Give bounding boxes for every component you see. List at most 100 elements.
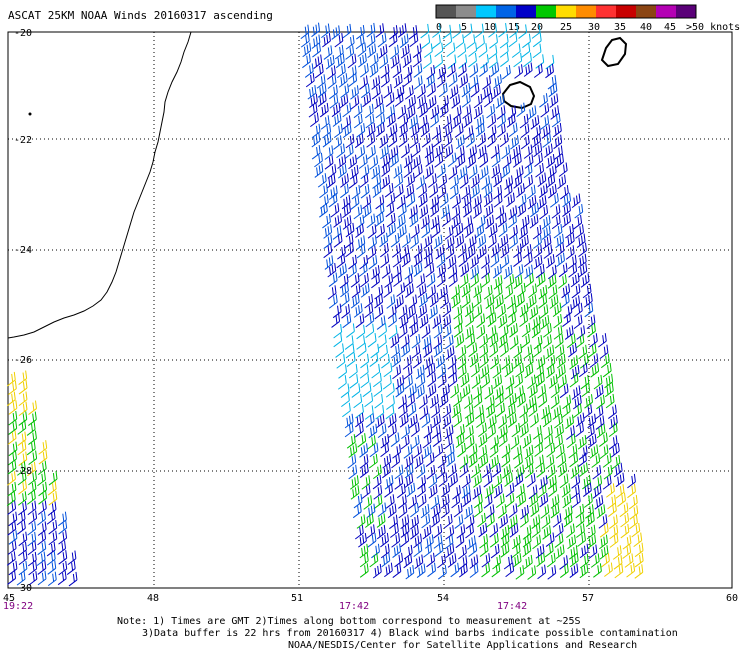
wind-barb bbox=[522, 33, 531, 49]
wind-barb bbox=[452, 114, 462, 129]
wind-barb bbox=[578, 362, 588, 378]
wind-barb bbox=[533, 142, 543, 158]
wind-barb bbox=[451, 284, 460, 300]
wind-barb bbox=[475, 404, 484, 420]
wind-barb bbox=[529, 305, 539, 320]
wind-barb bbox=[501, 443, 511, 459]
footnotes: Note: 1) Times are GMT 2)Times along bot… bbox=[117, 616, 678, 650]
wind-barb bbox=[504, 362, 514, 378]
wind-barb bbox=[515, 292, 525, 308]
wind-barb bbox=[380, 64, 390, 79]
wind-barb bbox=[440, 294, 449, 309]
wind-barb bbox=[384, 182, 394, 198]
wind-barb bbox=[488, 45, 498, 60]
wind-barb bbox=[401, 252, 411, 268]
wind-barb bbox=[425, 73, 435, 88]
wind-barb bbox=[363, 495, 373, 510]
wind-barb bbox=[27, 540, 37, 556]
wind-barb bbox=[573, 302, 583, 318]
wind-barb bbox=[555, 233, 565, 249]
wind-barb bbox=[548, 82, 558, 98]
wind-barb bbox=[464, 504, 473, 520]
wind-barb bbox=[466, 333, 476, 349]
wind-barb bbox=[430, 202, 440, 218]
wind-barb bbox=[556, 364, 566, 379]
wind-barb bbox=[487, 234, 497, 249]
wind-barb bbox=[328, 294, 338, 309]
wind-barb bbox=[552, 405, 562, 420]
wind-barb bbox=[468, 443, 478, 459]
lat-label: -22 bbox=[14, 135, 32, 146]
wind-barb bbox=[48, 519, 58, 535]
wind-barb bbox=[423, 423, 433, 439]
wind-barb bbox=[405, 183, 415, 199]
wind-barb bbox=[498, 432, 508, 448]
wind-barb bbox=[399, 313, 409, 329]
wind-barb bbox=[559, 473, 569, 489]
wind-barb bbox=[587, 433, 597, 449]
wind-barb bbox=[359, 443, 369, 458]
wind-barb bbox=[410, 514, 419, 530]
wind-barb bbox=[529, 413, 539, 428]
wind-barb bbox=[536, 463, 546, 478]
wind-barb bbox=[608, 404, 617, 419]
wind-barb bbox=[543, 244, 553, 259]
wind-barb bbox=[539, 492, 549, 508]
wind-barb bbox=[629, 514, 638, 530]
wind-barb bbox=[401, 424, 410, 439]
wind-barb bbox=[18, 391, 28, 407]
wind-barb bbox=[439, 103, 449, 118]
wind-barb bbox=[38, 449, 48, 465]
wind-barb bbox=[522, 532, 532, 548]
wind-barb bbox=[416, 373, 426, 389]
wind-barb bbox=[359, 552, 369, 568]
wind-barb bbox=[18, 401, 28, 417]
wind-barb bbox=[403, 273, 413, 288]
wind-barb bbox=[434, 542, 444, 557]
wind-barb bbox=[485, 294, 495, 309]
wind-barb bbox=[510, 435, 520, 450]
wind-barb bbox=[359, 463, 369, 478]
legend-swatch bbox=[476, 5, 497, 18]
wind-barb bbox=[358, 262, 368, 277]
wind-barb bbox=[406, 393, 415, 408]
wind-barb bbox=[485, 513, 495, 528]
wind-barb bbox=[48, 530, 58, 546]
wind-barb bbox=[432, 124, 441, 140]
wind-barb bbox=[457, 243, 467, 258]
wind-barb bbox=[523, 52, 532, 68]
wind-barb bbox=[540, 115, 550, 130]
wind-barb bbox=[368, 423, 378, 439]
wind-barb bbox=[402, 53, 412, 68]
wind-barb bbox=[481, 175, 491, 190]
legend-tick-label: 10 bbox=[484, 22, 496, 33]
wind-barb bbox=[479, 353, 489, 369]
wind-barb bbox=[368, 255, 378, 270]
wind-barb bbox=[27, 490, 36, 505]
wind-barb bbox=[443, 123, 453, 138]
wind-barb bbox=[531, 315, 541, 330]
wind-barb bbox=[571, 385, 581, 400]
wind-barb bbox=[339, 274, 349, 289]
wind-barb bbox=[359, 75, 368, 90]
wind-barb bbox=[319, 102, 329, 118]
wind-barb bbox=[558, 162, 568, 177]
wind-barb bbox=[359, 454, 369, 469]
wind-barb bbox=[427, 562, 437, 578]
wind-barb bbox=[434, 443, 444, 459]
wind-barb bbox=[546, 173, 556, 189]
wind-barb bbox=[447, 364, 457, 379]
wind-barb bbox=[548, 482, 558, 497]
wind-barb bbox=[522, 525, 532, 540]
wind-barb bbox=[568, 443, 578, 459]
wind-barb bbox=[589, 444, 599, 459]
wind-barb bbox=[583, 404, 593, 419]
wind-barb bbox=[366, 22, 376, 38]
wind-barb bbox=[410, 502, 419, 518]
wind-barb bbox=[347, 454, 357, 469]
wind-barb bbox=[481, 562, 491, 578]
wind-barb bbox=[390, 153, 399, 168]
wind-barb bbox=[468, 453, 478, 468]
wind-barb bbox=[344, 422, 354, 438]
wind-barb bbox=[380, 144, 389, 160]
